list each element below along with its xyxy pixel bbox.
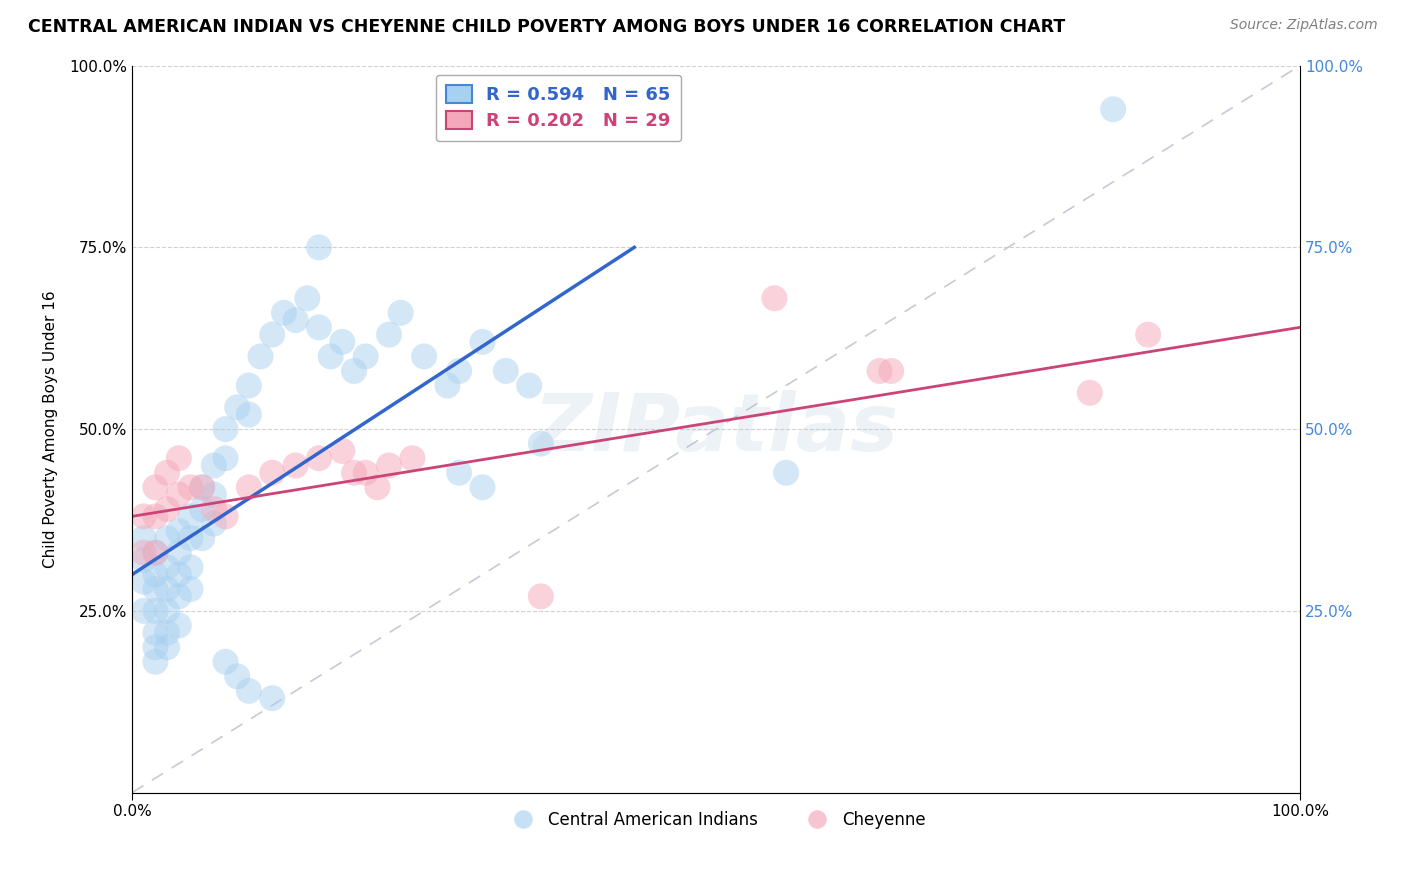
- Point: [132, 604, 155, 618]
- Point: [330, 334, 353, 349]
- Point: [249, 350, 271, 364]
- Point: [880, 364, 903, 378]
- Point: [145, 546, 167, 560]
- Point: [179, 531, 201, 545]
- Point: [145, 604, 167, 618]
- Point: [378, 327, 401, 342]
- Point: [389, 306, 412, 320]
- Point: [156, 582, 179, 596]
- Point: [308, 320, 330, 334]
- Point: [191, 480, 214, 494]
- Point: [262, 691, 284, 706]
- Point: [775, 466, 797, 480]
- Point: [401, 451, 423, 466]
- Point: [191, 502, 214, 516]
- Point: [179, 509, 201, 524]
- Point: [284, 458, 307, 473]
- Point: [145, 480, 167, 494]
- Text: Source: ZipAtlas.com: Source: ZipAtlas.com: [1230, 18, 1378, 32]
- Point: [436, 378, 458, 392]
- Point: [156, 560, 179, 574]
- Point: [366, 480, 388, 494]
- Point: [191, 531, 214, 545]
- Point: [145, 655, 167, 669]
- Point: [202, 516, 225, 531]
- Point: [449, 466, 471, 480]
- Point: [869, 364, 891, 378]
- Point: [1102, 102, 1125, 116]
- Point: [167, 590, 190, 604]
- Point: [226, 669, 249, 683]
- Point: [238, 378, 260, 392]
- Point: [449, 364, 471, 378]
- Point: [262, 327, 284, 342]
- Point: [167, 567, 190, 582]
- Point: [132, 509, 155, 524]
- Point: [297, 291, 319, 305]
- Point: [214, 422, 236, 436]
- Point: [214, 655, 236, 669]
- Legend: Central American Indians, Cheyenne: Central American Indians, Cheyenne: [501, 804, 932, 835]
- Point: [202, 502, 225, 516]
- Point: [179, 582, 201, 596]
- Point: [763, 291, 786, 305]
- Point: [330, 444, 353, 458]
- Point: [413, 350, 436, 364]
- Y-axis label: Child Poverty Among Boys Under 16: Child Poverty Among Boys Under 16: [44, 290, 58, 568]
- Point: [471, 334, 494, 349]
- Point: [471, 480, 494, 494]
- Point: [167, 618, 190, 632]
- Point: [145, 567, 167, 582]
- Point: [145, 640, 167, 655]
- Point: [1078, 385, 1101, 400]
- Point: [262, 466, 284, 480]
- Point: [273, 306, 295, 320]
- Point: [145, 546, 167, 560]
- Point: [495, 364, 517, 378]
- Point: [238, 684, 260, 698]
- Text: CENTRAL AMERICAN INDIAN VS CHEYENNE CHILD POVERTY AMONG BOYS UNDER 16 CORRELATIO: CENTRAL AMERICAN INDIAN VS CHEYENNE CHIL…: [28, 18, 1066, 36]
- Point: [308, 240, 330, 254]
- Point: [378, 458, 401, 473]
- Point: [132, 553, 155, 567]
- Point: [1137, 327, 1160, 342]
- Point: [343, 364, 366, 378]
- Point: [284, 313, 307, 327]
- Point: [354, 350, 377, 364]
- Point: [179, 560, 201, 574]
- Point: [145, 625, 167, 640]
- Point: [202, 487, 225, 501]
- Point: [145, 509, 167, 524]
- Point: [202, 458, 225, 473]
- Point: [308, 451, 330, 466]
- Point: [156, 502, 179, 516]
- Point: [214, 451, 236, 466]
- Point: [343, 466, 366, 480]
- Point: [132, 574, 155, 589]
- Point: [167, 451, 190, 466]
- Point: [238, 480, 260, 494]
- Point: [145, 582, 167, 596]
- Point: [167, 524, 190, 538]
- Point: [132, 546, 155, 560]
- Point: [517, 378, 540, 392]
- Point: [226, 401, 249, 415]
- Point: [167, 487, 190, 501]
- Point: [214, 509, 236, 524]
- Point: [167, 546, 190, 560]
- Point: [156, 466, 179, 480]
- Text: ZIPatlas: ZIPatlas: [533, 390, 898, 468]
- Point: [191, 480, 214, 494]
- Point: [238, 408, 260, 422]
- Point: [156, 625, 179, 640]
- Point: [530, 436, 553, 450]
- Point: [156, 604, 179, 618]
- Point: [354, 466, 377, 480]
- Point: [156, 640, 179, 655]
- Point: [530, 590, 553, 604]
- Point: [132, 531, 155, 545]
- Point: [156, 531, 179, 545]
- Point: [179, 480, 201, 494]
- Point: [319, 350, 342, 364]
